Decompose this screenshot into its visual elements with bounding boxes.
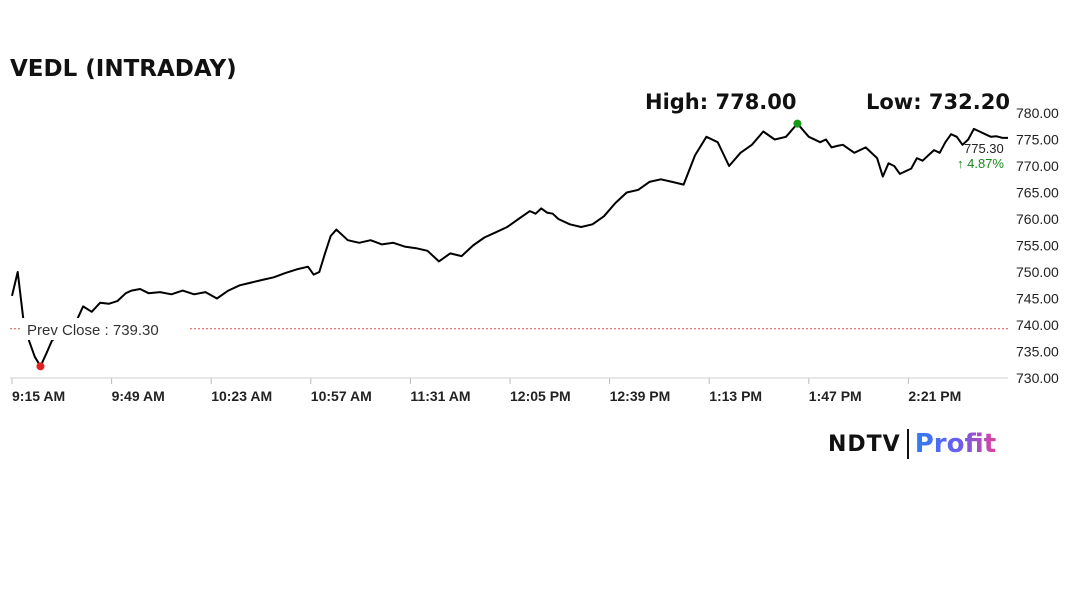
y-tick-label: 760.00 [1016,211,1059,227]
y-tick-label: 775.00 [1016,132,1059,148]
chart-title: VEDL (INTRADAY) [10,56,237,82]
x-tick-label: 12:05 PM [510,388,571,404]
last-price-label: 775.30 [964,141,1004,156]
y-tick-label: 780.00 [1016,105,1059,121]
logo-product: Profit [914,429,997,459]
price-line [11,122,1008,368]
x-tick-label: 12:39 PM [610,388,671,404]
logo-separator [906,429,909,459]
y-tick-label: 765.00 [1016,185,1059,201]
ndtv-profit-logo: NDTV Profit [828,426,996,462]
day-high-label: High: 778.00 [645,90,797,114]
x-tick-label: 1:13 PM [709,388,762,404]
y-axis: 730.00 735.00 740.00 745.00 750.00 755.00 760.… [1016,105,1059,386]
x-tick-label: 9:15 AM [12,388,65,404]
x-tick-label: 9:49 AM [112,388,165,404]
low-marker [36,362,45,371]
y-tick-label: 745.00 [1016,291,1059,307]
x-tick-label: 1:47 PM [809,388,862,404]
x-tick-label: 11:31 AM [410,388,470,404]
y-tick-label: 750.00 [1016,264,1059,280]
day-low-label: Low: 732.20 [866,90,1010,114]
prev-close-label-bg [22,318,190,340]
x-tick-label: 10:23 AM [211,388,272,404]
x-tick-label: 2:21 PM [908,388,961,404]
y-tick-label: 730.00 [1016,370,1059,386]
y-tick-label: 755.00 [1016,238,1059,254]
change-percent-label: ↑ 4.87% [957,156,1004,171]
high-marker [793,119,802,128]
prev-close-label: Prev Close : 739.30 [27,322,159,339]
y-tick-label: 735.00 [1016,344,1059,360]
y-tick-label: 770.00 [1016,158,1059,174]
y-tick-label: 740.00 [1016,317,1059,333]
logo-brand: NDTV [828,431,901,457]
x-tick-label: 10:57 AM [311,388,372,404]
x-axis: 9:15 AM 9:49 AM 10:23 AM 10:57 AM 11:31 AM 12… [11,378,961,404]
